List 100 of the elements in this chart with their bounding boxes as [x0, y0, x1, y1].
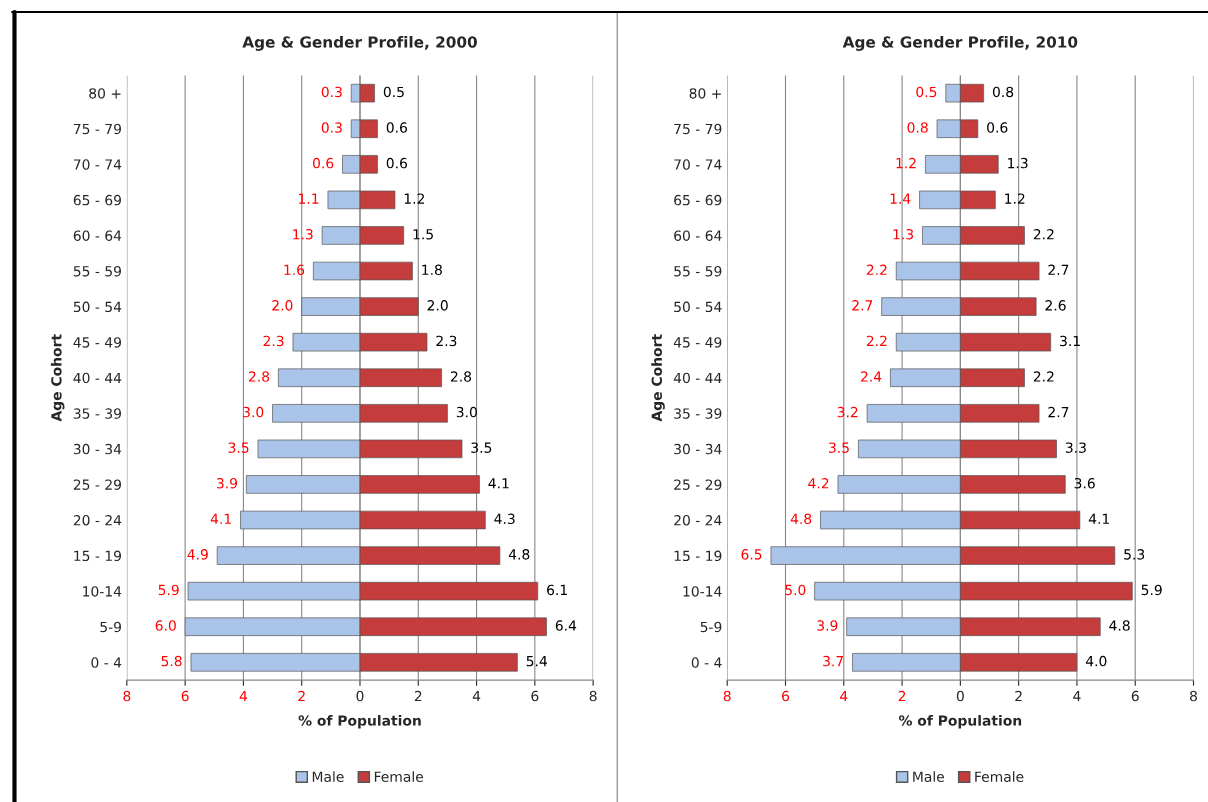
- data-label: 1.4: [890, 193, 911, 204]
- data-label: 2.7: [1048, 406, 1069, 418]
- legend-label: Male: [913, 771, 945, 782]
- data-label: 2.2: [1033, 228, 1054, 240]
- y-tick-label: 50 - 54: [674, 301, 722, 313]
- x-tick-label: 8: [723, 690, 731, 702]
- y-tick-label: 80 +: [89, 88, 121, 99]
- y-tick-label: 20 - 24: [73, 514, 122, 526]
- y-tick-label: 10-14: [683, 586, 722, 597]
- x-tick-label: 2: [414, 690, 422, 702]
- x-tick-label: 8: [123, 690, 131, 702]
- data-label: 4.1: [488, 478, 509, 489]
- y-tick-label: 55 - 59: [674, 266, 722, 277]
- x-tick-label: 8: [589, 690, 597, 702]
- data-label: 2.7: [1048, 264, 1069, 275]
- data-label: 1.2: [404, 193, 424, 204]
- data-label: 4.8: [508, 549, 530, 560]
- data-label: 0.6: [987, 122, 1008, 133]
- data-label: 3.5: [471, 442, 492, 453]
- data-label: 3.2: [837, 406, 858, 418]
- y-tick-label: 60 - 64: [73, 230, 122, 241]
- x-tick-label: 4: [840, 690, 848, 702]
- y-tick-label: 35 - 39: [73, 408, 121, 419]
- y-tick-label: 0 - 4: [691, 657, 722, 668]
- chart-title: Age & Gender Profile, 2000: [242, 36, 477, 51]
- data-label: 1.8: [422, 264, 442, 276]
- data-label: 1.3: [893, 228, 914, 240]
- data-label: 5.9: [158, 584, 179, 596]
- x-tick-label: 2: [1015, 690, 1022, 702]
- y-tick-label: 35 - 39: [674, 408, 722, 419]
- data-label: 2.6: [1045, 300, 1066, 311]
- data-label: 6.1: [547, 584, 567, 596]
- data-label: 3.7: [823, 655, 844, 667]
- data-label: 4.0: [1085, 655, 1107, 667]
- data-label: 3.5: [228, 442, 249, 453]
- data-label: 2.8: [450, 371, 472, 382]
- data-label: 2.3: [436, 335, 457, 347]
- data-label: 2.8: [248, 371, 270, 382]
- x-tick-label: 4: [472, 690, 481, 702]
- y-tick-label: 30 - 34: [674, 443, 722, 455]
- chart-title: Age & Gender Profile, 2010: [842, 36, 1078, 51]
- data-label: 2.2: [866, 335, 887, 346]
- x-tick-label: 6: [181, 690, 189, 702]
- y-tick-label: 15 - 19: [674, 550, 722, 562]
- data-label: 3.9: [817, 620, 838, 631]
- y-tick-label: 80 +: [689, 88, 721, 99]
- y-tick-label: 15 - 19: [74, 550, 121, 562]
- data-label: 0.5: [916, 86, 937, 98]
- data-label: 3.0: [243, 406, 264, 418]
- data-label: 3.5: [829, 442, 849, 453]
- data-label: 1.5: [413, 229, 433, 240]
- x-tick-label: 6: [782, 690, 790, 702]
- data-label: 3.3: [1065, 442, 1086, 453]
- data-label: 0.5: [383, 86, 404, 98]
- legend-label: Female: [374, 771, 424, 782]
- y-tick-label: 70 - 74: [73, 159, 122, 170]
- data-label: 1.2: [1005, 193, 1025, 204]
- x-tick-label: 2: [898, 690, 906, 702]
- y-axis-title: Age Cohort: [651, 334, 665, 422]
- y-tick-label: 50 - 54: [73, 301, 122, 313]
- data-label: 2.4: [861, 371, 882, 382]
- x-tick-label: 0: [956, 690, 964, 702]
- y-tick-label: 45 - 49: [673, 337, 722, 348]
- data-label: 2.0: [272, 300, 293, 311]
- data-label: 2.3: [263, 335, 284, 347]
- data-label: 2.7: [852, 300, 873, 311]
- data-label: 1.1: [299, 193, 319, 204]
- y-tick-label: 75 - 79: [73, 123, 121, 135]
- data-label: 5.9: [1141, 584, 1162, 596]
- data-label: 4.1: [210, 513, 231, 524]
- x-tick-label: 8: [1190, 690, 1197, 702]
- data-label: 1.3: [1008, 157, 1028, 169]
- data-label: 0.3: [321, 86, 342, 98]
- data-label: 3.6: [1074, 477, 1095, 489]
- y-tick-label: 75 - 79: [674, 123, 722, 135]
- data-label: 0.6: [312, 157, 334, 169]
- data-label: 1.2: [896, 157, 916, 169]
- y-tick-label: 25 - 29: [674, 479, 722, 490]
- y-tick-label: 40 - 44: [73, 372, 122, 384]
- data-label: 4.9: [187, 549, 208, 560]
- legend-label: Male: [312, 771, 344, 782]
- y-tick-label: 65 - 69: [73, 194, 121, 206]
- data-label: 2.2: [866, 264, 887, 275]
- y-tick-label: 25 - 29: [73, 479, 121, 490]
- y-axis-title: Age Cohort: [50, 334, 65, 422]
- y-tick-label: 20 - 24: [674, 514, 722, 526]
- data-label: 5.8: [161, 655, 182, 667]
- data-label: 0.6: [386, 122, 408, 133]
- y-tick-label: 70 - 74: [674, 159, 722, 170]
- data-label: 6.0: [155, 620, 176, 631]
- y-tick-label: 40 - 44: [673, 372, 722, 384]
- data-label: 6.4: [555, 620, 577, 631]
- data-label: 1.6: [284, 264, 305, 276]
- legend-label: Female: [975, 771, 1024, 782]
- data-label: 0.8: [992, 86, 1014, 98]
- data-label: 3.1: [1060, 335, 1080, 347]
- data-label: 2.2: [1033, 371, 1054, 382]
- x-tick-label: 4: [239, 690, 248, 702]
- x-axis-title: % of Population: [898, 715, 1022, 729]
- x-tick-label: 6: [531, 690, 539, 702]
